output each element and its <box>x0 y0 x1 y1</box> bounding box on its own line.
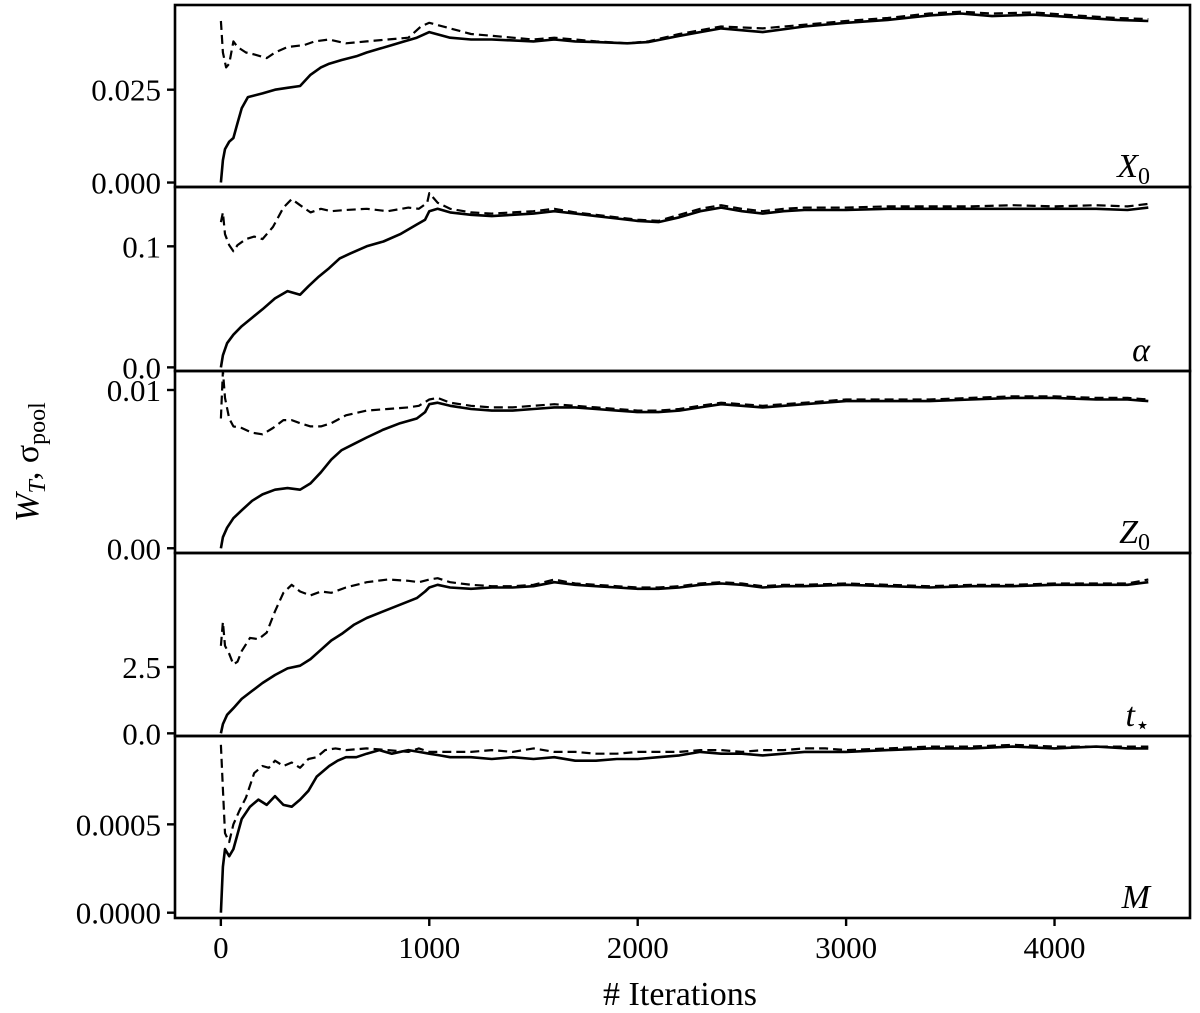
y-tick-label: 0.025 <box>91 73 161 108</box>
x-axis: 0 1000 2000 3000 4000 <box>213 918 1086 965</box>
panel-label-subscript: 0 <box>1138 164 1150 190</box>
panel-label: t⋆ <box>1126 697 1150 739</box>
y-tick-label: 0.0 <box>122 716 161 751</box>
panel-label: M <box>1121 879 1152 916</box>
panel-label: X0 <box>1115 148 1150 190</box>
panel-frame <box>173 3 1192 189</box>
x-tick-label: 4000 <box>1024 930 1086 965</box>
panel-0: 0.000 0.025 X0 <box>91 3 1192 201</box>
panel-label: α <box>1132 332 1151 369</box>
panel-1: 0.0 0.1 α <box>122 185 1192 385</box>
y-tick-label: 0.0000 <box>76 896 161 931</box>
x-tick-label: 3000 <box>815 930 877 965</box>
pool-sigma-line <box>219 743 1149 844</box>
panel-3: 0.0 2.5 t⋆ <box>122 551 1192 751</box>
panel-frame <box>173 734 1192 920</box>
panel-label-main: M <box>1121 879 1152 916</box>
y-tick-label: 0.0 <box>122 350 161 385</box>
panel-label-main: t <box>1126 697 1137 734</box>
wt-line <box>219 580 1149 734</box>
wt-line <box>219 745 1149 913</box>
panel-label: Z0 <box>1119 514 1150 556</box>
wt-line <box>219 206 1149 368</box>
x-axis-title: # Iterations <box>603 976 757 1013</box>
panel-label-main: X <box>1115 148 1139 185</box>
pool-sigma-line <box>219 192 1149 253</box>
x-tick-label: 1000 <box>398 930 460 965</box>
wt-line <box>219 396 1149 549</box>
panel-label-main: Z <box>1119 514 1139 551</box>
y-tick-label: 0.01 <box>107 373 161 408</box>
pool-sigma-line <box>219 371 1149 436</box>
panel-label-main: α <box>1132 332 1151 369</box>
y-tick-label: 2.5 <box>122 650 161 685</box>
panel-label-subscript: ⋆ <box>1135 713 1150 739</box>
wt-line <box>219 12 1149 183</box>
panel-4: 0.0000 0.0005 M <box>76 734 1192 931</box>
pool-sigma-line <box>219 577 1149 666</box>
y-tick-label: 0.0005 <box>76 807 161 842</box>
panel-label-subscript: 0 <box>1138 530 1150 556</box>
y-axis-title: WT, σpool <box>9 402 51 522</box>
panel-2: 0.00 0.01 Z0 <box>107 369 1192 566</box>
y-tick-label: 0.000 <box>91 166 161 201</box>
chart-panels: 0.0000.025X00.00.1α0.000.01Z00.02.5t⋆0.0… <box>76 3 1192 931</box>
pool-sigma-line <box>219 10 1149 69</box>
y-tick-label: 0.00 <box>107 531 161 566</box>
x-tick-label: 0 <box>213 930 229 965</box>
x-tick-label: 2000 <box>607 930 669 965</box>
y-tick-label: 0.1 <box>122 229 161 264</box>
